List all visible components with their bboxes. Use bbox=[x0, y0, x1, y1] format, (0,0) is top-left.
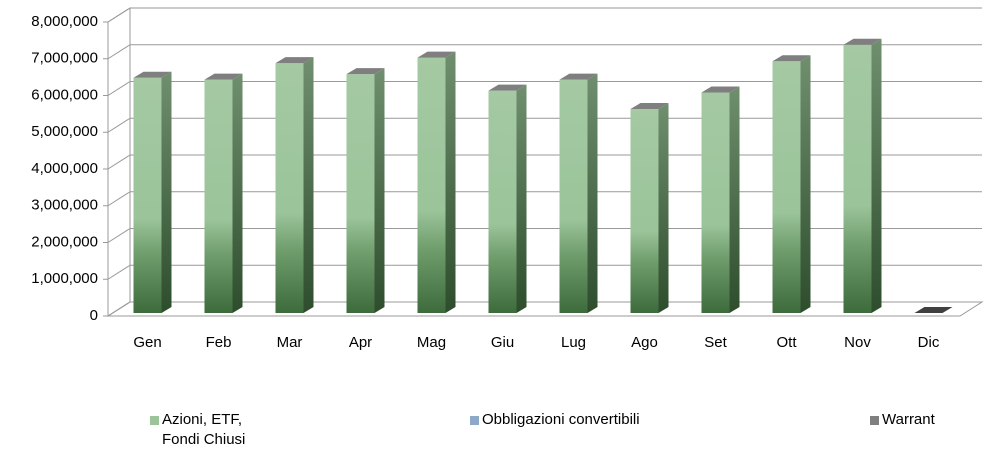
y-tick-label: 6,000,000 bbox=[31, 86, 98, 103]
grid-line bbox=[107, 301, 131, 317]
x-tick-label: Ago bbox=[631, 334, 658, 351]
x-tick-label: Mag bbox=[417, 334, 446, 351]
legend-label: Warrant bbox=[882, 411, 935, 428]
bar-segment bbox=[630, 109, 659, 313]
y-tick-label: 1,000,000 bbox=[31, 270, 98, 287]
x-tick-label: Set bbox=[704, 334, 727, 351]
grid-line bbox=[107, 44, 131, 60]
bar-side bbox=[587, 73, 598, 313]
bar-top bbox=[204, 73, 243, 80]
x-tick-label: Dic bbox=[918, 334, 940, 351]
bar-top bbox=[488, 84, 527, 91]
legend-label: Obbligazioni convertibili bbox=[482, 411, 640, 428]
bar-segment bbox=[701, 92, 730, 313]
bar-top bbox=[559, 73, 598, 80]
x-tick-label: Lug bbox=[561, 334, 586, 351]
legend-swatch bbox=[470, 416, 479, 425]
bar-side bbox=[374, 68, 385, 313]
bar-side bbox=[729, 86, 740, 313]
y-tick-label: 5,000,000 bbox=[31, 123, 98, 140]
x-tick-label: Gen bbox=[133, 334, 161, 351]
bar-segment bbox=[346, 74, 375, 313]
bar-side bbox=[303, 57, 314, 313]
grid-line bbox=[107, 228, 131, 243]
bar-top bbox=[914, 307, 953, 313]
bar-top bbox=[346, 68, 385, 75]
x-tick-label: Apr bbox=[349, 334, 372, 351]
legend-swatch bbox=[150, 416, 159, 425]
bar-side bbox=[232, 73, 243, 313]
x-tick-label: Mar bbox=[277, 334, 303, 351]
x-tick-label: Nov bbox=[844, 334, 871, 351]
grid-line bbox=[107, 117, 131, 133]
bar-side bbox=[445, 51, 456, 314]
bar-side bbox=[516, 84, 527, 313]
y-tick-label: 7,000,000 bbox=[31, 50, 98, 67]
y-tick-label: 0 bbox=[90, 307, 98, 324]
bar-segment bbox=[772, 61, 801, 314]
y-tick-label: 8,000,000 bbox=[31, 13, 98, 30]
grid-line bbox=[107, 264, 131, 280]
grid-line bbox=[107, 81, 131, 96]
legend-label: Azioni, ETF, Fondi Chiusi bbox=[162, 411, 246, 448]
bar-side bbox=[161, 71, 172, 313]
bar-top bbox=[843, 38, 882, 45]
grid-line bbox=[107, 154, 131, 170]
bar-side bbox=[658, 103, 669, 313]
y-tick-label: 4,000,000 bbox=[31, 160, 98, 177]
bar-top bbox=[630, 103, 669, 110]
grid-line bbox=[107, 7, 131, 23]
bar-segment bbox=[204, 79, 233, 313]
x-tick-label: Ott bbox=[776, 334, 797, 351]
bar-top bbox=[275, 57, 314, 64]
x-tick-label: Feb bbox=[206, 334, 232, 351]
y-tick-label: 3,000,000 bbox=[31, 197, 98, 214]
bar-segment bbox=[559, 79, 588, 313]
bar-segment bbox=[843, 44, 872, 313]
legend-entry: Warrant bbox=[870, 410, 935, 430]
legend-entry: Obbligazioni convertibili bbox=[470, 410, 640, 430]
bar-segment bbox=[488, 90, 517, 313]
legend-entry: Azioni, ETF, Fondi Chiusi bbox=[150, 410, 245, 450]
bar-segment bbox=[417, 57, 446, 314]
bar-top bbox=[417, 51, 456, 58]
x-tick-label: Giu bbox=[491, 334, 514, 351]
bar-segment bbox=[275, 63, 304, 313]
bar-side bbox=[871, 38, 882, 313]
grid-line bbox=[107, 191, 131, 207]
bar-top bbox=[772, 55, 811, 62]
bar-top bbox=[133, 71, 172, 78]
bar-side bbox=[800, 55, 811, 313]
y-tick-label: 2,000,000 bbox=[31, 233, 98, 250]
legend-swatch bbox=[870, 416, 879, 425]
bar-top bbox=[701, 86, 740, 93]
bar-segment bbox=[133, 77, 162, 313]
